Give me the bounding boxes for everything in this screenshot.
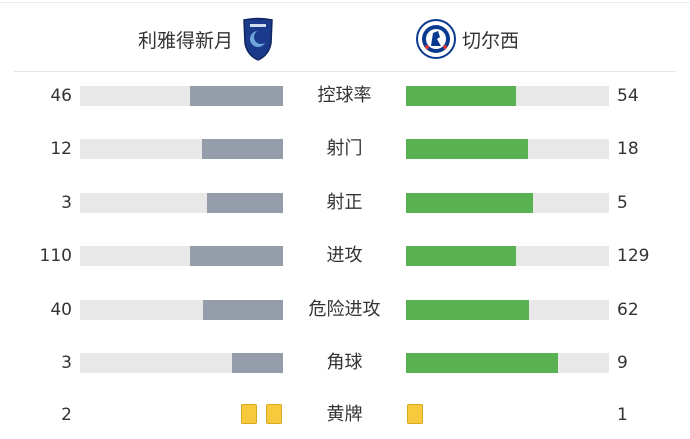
yellow-card-icon bbox=[407, 404, 423, 424]
divider bbox=[14, 71, 676, 72]
home-value: 46 bbox=[50, 86, 72, 106]
away-bar-fill bbox=[406, 86, 516, 106]
home-bar bbox=[80, 299, 283, 320]
home-value: 12 bbox=[50, 139, 72, 160]
away-value: 9 bbox=[617, 353, 628, 373]
stat-label: 射门 bbox=[326, 138, 363, 160]
away-bar-fill bbox=[406, 192, 533, 213]
home-bar bbox=[80, 246, 283, 267]
home-bar-fill bbox=[203, 299, 283, 320]
away-bar bbox=[406, 246, 609, 267]
stat-row: 40 危险进攻 62 bbox=[0, 298, 690, 322]
yellow-card-icon bbox=[266, 404, 282, 424]
home-value: 110 bbox=[39, 246, 72, 267]
stat-label: 进攻 bbox=[326, 245, 363, 267]
away-value: 62 bbox=[617, 299, 639, 320]
away-bar-fill bbox=[406, 139, 528, 160]
away-bar bbox=[406, 86, 609, 106]
away-bar-fill bbox=[406, 246, 516, 267]
home-value: 40 bbox=[50, 299, 72, 320]
home-value: 2 bbox=[61, 405, 72, 425]
home-bar bbox=[80, 86, 283, 106]
stat-label: 危险进攻 bbox=[308, 298, 381, 320]
divider bbox=[0, 2, 690, 3]
home-value: 3 bbox=[61, 192, 72, 213]
home-bar-fill bbox=[206, 192, 283, 213]
away-team[interactable]: 切尔西 bbox=[416, 14, 519, 64]
al-hilal-crest-icon bbox=[243, 17, 273, 61]
yellow-card-icon bbox=[241, 404, 257, 424]
home-bar-fill bbox=[232, 353, 283, 373]
away-value: 54 bbox=[617, 86, 639, 106]
home-bar bbox=[80, 192, 283, 213]
stat-label: 黄牌 bbox=[326, 404, 363, 425]
home-bar-fill bbox=[189, 246, 283, 267]
stat-row: 110 进攻 129 bbox=[0, 244, 690, 268]
away-bar-fill bbox=[406, 353, 559, 373]
away-team-name: 切尔西 bbox=[462, 29, 520, 52]
away-value: 18 bbox=[617, 139, 639, 160]
stat-row: 3 角球 9 bbox=[0, 351, 690, 375]
away-bar bbox=[406, 139, 609, 160]
stat-label: 控球率 bbox=[317, 85, 372, 106]
stat-row: 12 射门 18 bbox=[0, 137, 690, 161]
home-value: 3 bbox=[61, 353, 72, 373]
away-value: 129 bbox=[617, 246, 650, 267]
home-bar-fill bbox=[201, 139, 283, 160]
away-value: 5 bbox=[617, 192, 628, 213]
home-bar bbox=[80, 139, 283, 160]
home-team[interactable]: 利雅得新月 bbox=[138, 14, 275, 64]
away-bar bbox=[406, 353, 609, 373]
away-bar bbox=[406, 192, 609, 213]
stat-label: 射正 bbox=[326, 191, 363, 213]
away-bar-fill bbox=[406, 299, 530, 320]
away-value: 1 bbox=[617, 405, 628, 425]
stat-row: 3 射正 5 bbox=[0, 191, 690, 215]
home-bar-fill bbox=[189, 86, 283, 106]
stat-row: 46 控球率 54 bbox=[0, 84, 690, 108]
away-bar bbox=[406, 299, 609, 320]
home-bar bbox=[80, 353, 283, 373]
chelsea-crest-icon bbox=[416, 19, 456, 59]
stat-label: 角球 bbox=[326, 352, 363, 373]
home-team-name: 利雅得新月 bbox=[138, 29, 234, 52]
stat-row-yellow-cards: 2 黄牌 1 bbox=[0, 403, 690, 427]
